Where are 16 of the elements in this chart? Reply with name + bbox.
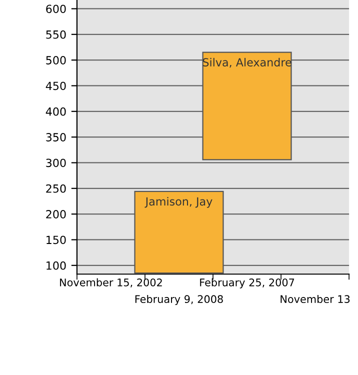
y-tick-label: 200 <box>46 210 66 218</box>
y-tick-label: 350 <box>46 133 66 142</box>
y-tick-label: 250 <box>46 184 66 193</box>
y-tick-label: 550 <box>46 30 66 39</box>
y-tick-label: 500 <box>46 56 66 64</box>
x-tick-label: November 13 <box>280 294 350 304</box>
x-tick-label: February 9, 2008 <box>135 294 223 306</box>
y-tick-label: 150 <box>46 236 66 244</box>
x-tick-label: November 15, 2002 <box>60 278 162 288</box>
y-tick-label: 600 <box>46 4 66 14</box>
annotation: Jamison, Jay <box>144 197 212 208</box>
y-tick-label: 100 <box>46 261 66 270</box>
y-tick-label: 400 <box>46 107 66 116</box>
y-tick-label: 450 <box>46 82 66 90</box>
x-tick-label: February 25, 2007 <box>200 278 294 288</box>
y-tick-label: 300 <box>46 158 66 168</box>
